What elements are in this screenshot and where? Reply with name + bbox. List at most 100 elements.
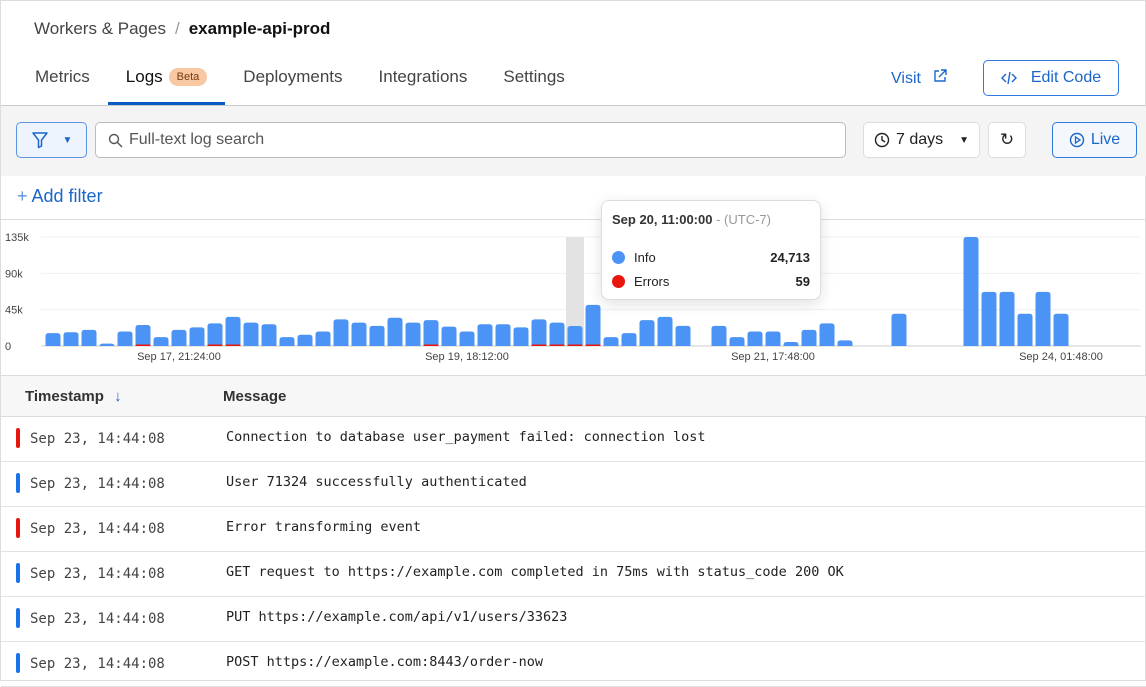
info-bar[interactable] <box>801 329 817 346</box>
info-bar[interactable] <box>279 337 295 346</box>
error-bar <box>225 344 241 346</box>
info-bar[interactable] <box>153 337 169 346</box>
external-link-icon <box>934 69 948 82</box>
info-bar[interactable] <box>963 237 979 346</box>
error-bar <box>585 344 601 346</box>
info-bar[interactable] <box>981 291 997 346</box>
info-bar[interactable] <box>567 326 583 346</box>
row-timestamp: Sep 23, 14:44:08 <box>30 566 165 582</box>
info-bar[interactable] <box>999 291 1015 346</box>
info-bar[interactable] <box>1017 313 1033 346</box>
info-bar[interactable] <box>459 331 475 346</box>
refresh-button[interactable]: ↻ <box>988 122 1026 158</box>
info-bar[interactable] <box>135 325 151 346</box>
info-bar[interactable] <box>261 324 277 346</box>
info-bar[interactable] <box>207 323 223 346</box>
info-bar[interactable] <box>1053 313 1069 346</box>
tooltip-timezone: - (UTC-7) <box>716 212 771 227</box>
info-bar[interactable] <box>675 325 691 346</box>
row-message: Connection to database user_payment fail… <box>226 429 706 445</box>
info-bar[interactable] <box>81 329 97 346</box>
edit-code-button[interactable]: Edit Code <box>983 60 1119 96</box>
info-bar[interactable] <box>729 337 745 346</box>
info-bar[interactable] <box>549 322 565 346</box>
info-bar[interactable] <box>333 319 349 346</box>
sort-arrow-down-icon: ↓ <box>114 388 122 405</box>
info-bar[interactable] <box>99 343 115 347</box>
info-bar[interactable] <box>711 325 727 346</box>
breadcrumb-parent[interactable]: Workers & Pages <box>34 19 166 38</box>
live-button[interactable]: Live <box>1052 122 1137 158</box>
visit-link[interactable]: Visit <box>891 69 948 88</box>
info-bar[interactable] <box>1035 291 1051 346</box>
info-bar[interactable] <box>819 323 835 346</box>
info-bar[interactable] <box>495 324 511 346</box>
info-bar[interactable] <box>315 331 331 346</box>
info-bar[interactable] <box>297 334 313 346</box>
info-bar[interactable] <box>387 317 403 346</box>
info-bar[interactable] <box>243 322 259 346</box>
tooltip-errors-row: Errors 59 <box>612 274 810 289</box>
tab-label: Settings <box>503 67 565 86</box>
table-row[interactable]: Sep 23, 14:44:08 GET request to https://… <box>1 552 1146 597</box>
info-bar[interactable] <box>639 320 655 346</box>
info-bar[interactable] <box>657 316 673 346</box>
tab-deployments[interactable]: Deployments <box>225 57 360 105</box>
info-bar[interactable] <box>117 331 133 346</box>
tab-bar: Metrics Logs Beta Deployments Integration… <box>17 57 583 105</box>
level-indicator-info <box>16 563 20 583</box>
tab-logs[interactable]: Logs Beta <box>107 57 226 105</box>
row-timestamp: Sep 23, 14:44:08 <box>30 611 165 627</box>
info-bar[interactable] <box>189 327 205 346</box>
filter-dropdown-button[interactable]: ▼ <box>16 122 87 158</box>
tab-label: Deployments <box>243 67 343 86</box>
tooltip-info-value: 24,713 <box>770 250 810 265</box>
time-range-select[interactable]: 7 days ▼ <box>863 122 980 158</box>
x-tick-label: Sep 21, 17:48:00 <box>731 351 815 363</box>
error-bar <box>423 344 439 346</box>
info-bar[interactable] <box>171 329 187 346</box>
info-bar[interactable] <box>225 316 241 346</box>
info-bar[interactable] <box>441 326 457 346</box>
info-bar[interactable] <box>783 341 799 346</box>
tab-label: Integrations <box>378 67 468 86</box>
table-row[interactable]: Sep 23, 14:44:08 Connection to database … <box>1 417 1146 462</box>
table-row[interactable]: Sep 23, 14:44:08 Error transforming even… <box>1 507 1146 552</box>
live-label: Live <box>1090 131 1121 148</box>
log-search-input[interactable]: Full-text log search <box>95 122 846 158</box>
timestamp-column-header[interactable]: Timestamp ↓ <box>25 388 122 405</box>
level-indicator-info <box>16 608 20 628</box>
info-bar[interactable] <box>369 325 385 346</box>
info-bar[interactable] <box>45 333 61 346</box>
time-range-value: 7 days <box>895 131 944 148</box>
tab-integrations[interactable]: Integrations <box>361 57 486 105</box>
info-bar[interactable] <box>765 331 781 346</box>
info-bar[interactable] <box>585 304 601 346</box>
error-bar <box>531 344 547 346</box>
info-bar[interactable] <box>513 327 529 346</box>
tab-metrics[interactable]: Metrics <box>17 57 108 105</box>
info-bar[interactable] <box>531 319 547 346</box>
table-row[interactable]: Sep 23, 14:44:08 POST https://example.co… <box>1 642 1146 687</box>
edit-code-label: Edit Code <box>1030 69 1102 86</box>
info-bar[interactable] <box>891 313 907 346</box>
info-bar[interactable] <box>423 320 439 346</box>
info-bar[interactable] <box>477 324 493 346</box>
chart-svg: 0 45k 90k 135k Sep 17, 21:24:00 Sep 19, 18:12… <box>5 232 1141 363</box>
clock-icon <box>874 132 890 148</box>
info-bar[interactable] <box>351 322 367 346</box>
table-row[interactable]: Sep 23, 14:44:08 User 71324 successfully… <box>1 462 1146 507</box>
info-bar[interactable] <box>405 322 421 346</box>
tooltip-time: Sep 20, 11:00:00 <box>612 212 713 227</box>
info-bar[interactable] <box>837 340 853 346</box>
info-bar[interactable] <box>621 333 637 346</box>
table-row[interactable]: Sep 23, 14:44:08 PUT https://example.com… <box>1 597 1146 642</box>
tab-settings[interactable]: Settings <box>485 57 582 105</box>
level-indicator-info <box>16 653 20 673</box>
refresh-icon: ↻ <box>999 130 1015 149</box>
add-filter-button[interactable]: + Add filter <box>17 186 103 207</box>
info-bar[interactable] <box>603 337 619 346</box>
info-bar[interactable] <box>63 332 79 346</box>
y-tick-label: 90k <box>5 268 23 280</box>
info-bar[interactable] <box>747 331 763 346</box>
